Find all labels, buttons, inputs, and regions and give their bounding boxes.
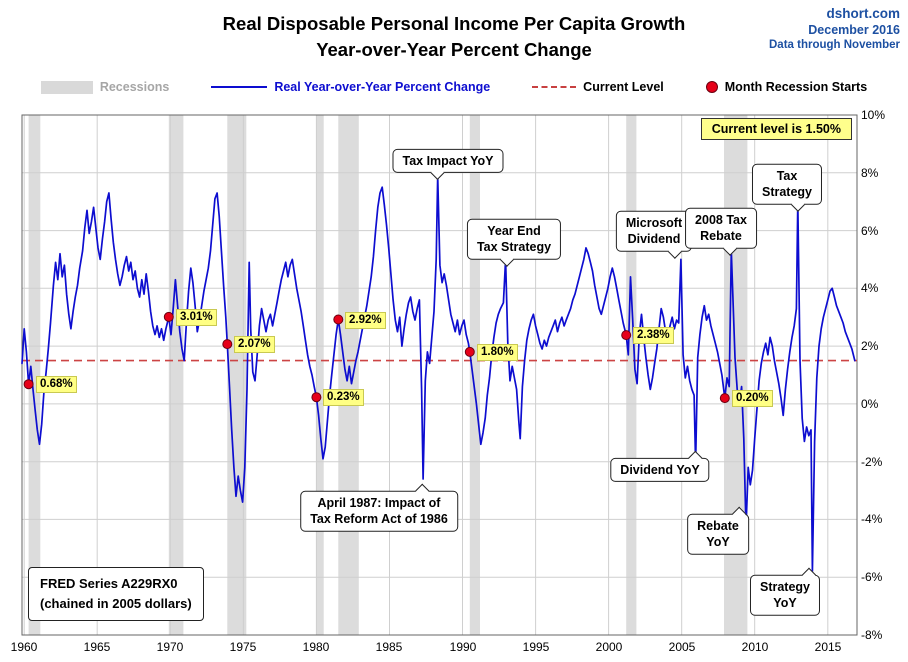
recession-start-dot [23,379,34,390]
fred-series-id: FRED Series A229RX0 [40,576,178,591]
red-dot-icon [705,81,718,93]
source-date: December 2016 [808,23,900,37]
source-block: dshort.com December 2016 Data through No… [769,6,900,51]
fred-series-units: (chained in 2005 dollars) [40,596,192,612]
recession-band [168,115,184,635]
legend-label-series: Real Year-over-Year Percent Change [274,80,491,94]
legend-item-recession-starts: Month Recession Starts [705,80,868,94]
recession-start-dot [621,330,632,341]
plot-border [21,114,858,636]
recession-start-dot [163,311,174,322]
legend-label-recession-starts: Month Recession Starts [724,80,868,94]
legend-item-recessions: Recessions [40,80,170,94]
recession-band [316,115,324,635]
series-line-icon [211,86,268,88]
legend-label-recessions: Recessions [99,80,170,94]
fred-series-box: FRED Series A229RX0 (chained in 2005 dol… [28,567,204,622]
recession-start-dot [311,392,322,403]
source-data-through: Data through November [769,39,900,51]
legend-item-series: Real Year-over-Year Percent Change [211,80,490,94]
recession-band [227,115,247,635]
current-level-note: Current level is 1.50% [700,118,852,140]
recession-start-dot [222,339,233,350]
recession-band [626,115,637,635]
recession-band [28,115,41,635]
recession-start-dot [464,346,475,357]
legend-label-current-level: Current Level [583,80,664,94]
series-line [21,174,856,573]
chart-legend: Recessions Real Year-over-Year Percent C… [0,80,908,94]
recession-band [469,115,480,635]
chart-title-line1: Real Disposable Personal Income Per Capi… [222,13,686,34]
dashed-line-icon [532,86,577,88]
chart-title-line2: Year-over-Year Percent Change [316,39,592,61]
recession-start-dot [719,393,730,404]
recession-swatch-icon [40,80,93,94]
recession-start-dot [333,314,344,325]
chart-title: Real Disposable Personal Income Per Capi… [0,11,908,64]
source-site: dshort.com [826,6,900,21]
legend-item-current-level: Current Level [532,80,664,94]
